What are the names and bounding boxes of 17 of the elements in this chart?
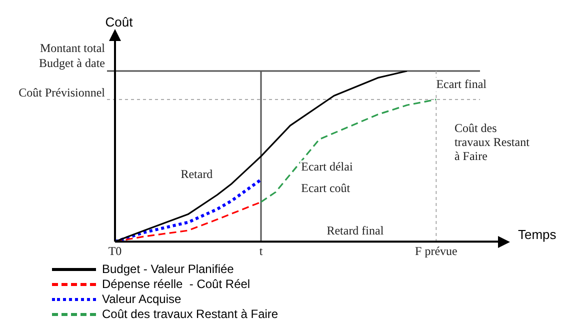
legend-label: Coût des travaux Restant à Faire bbox=[102, 307, 278, 322]
legend-label: Budget - Valeur Planifiée bbox=[102, 262, 234, 277]
x-tick-label: t bbox=[259, 244, 264, 258]
annotation: Ecart délai bbox=[301, 160, 354, 174]
x-axis-title: Temps bbox=[518, 227, 557, 242]
annotation: Coût des travaux Restant à Faire bbox=[454, 120, 530, 163]
annotation: Retard bbox=[180, 167, 213, 182]
annotation: Ecart coût bbox=[301, 180, 351, 195]
annotation: Ecart final bbox=[436, 76, 488, 91]
legend-label: Valeur Acquise bbox=[102, 292, 182, 307]
legend-label: Dépense réelle - Coût Réel bbox=[102, 277, 250, 292]
annotation: Retard final bbox=[326, 224, 384, 238]
ref-line-label: Coût Prévisionnel bbox=[18, 86, 106, 100]
x-tick-label: F prévue bbox=[415, 244, 458, 258]
y-axis-title: Coût bbox=[105, 14, 134, 30]
x-tick-label: T0 bbox=[108, 244, 122, 258]
ref-line-label: Montant total Budget à date bbox=[39, 41, 106, 70]
